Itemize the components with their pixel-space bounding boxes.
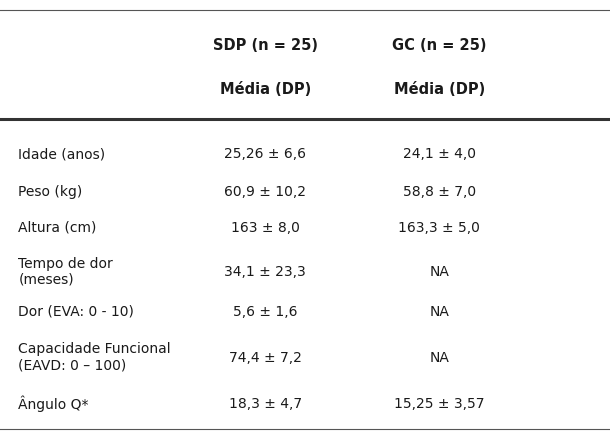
- Text: Dor (EVA: 0 - 10): Dor (EVA: 0 - 10): [18, 304, 134, 318]
- Text: 15,25 ± 3,57: 15,25 ± 3,57: [394, 396, 484, 410]
- Text: NA: NA: [429, 350, 449, 364]
- Text: Idade (anos): Idade (anos): [18, 147, 106, 161]
- Text: Capacidade Funcional
(EAVD: 0 – 100): Capacidade Funcional (EAVD: 0 – 100): [18, 342, 171, 372]
- Text: NA: NA: [429, 264, 449, 278]
- Text: SDP (n = 25): SDP (n = 25): [213, 38, 318, 53]
- Text: 5,6 ± 1,6: 5,6 ± 1,6: [233, 304, 298, 318]
- Text: Média (DP): Média (DP): [393, 82, 485, 96]
- Text: 74,4 ± 7,2: 74,4 ± 7,2: [229, 350, 302, 364]
- Text: 24,1 ± 4,0: 24,1 ± 4,0: [403, 147, 476, 161]
- Text: 60,9 ± 10,2: 60,9 ± 10,2: [224, 185, 306, 199]
- Text: Altura (cm): Altura (cm): [18, 220, 96, 234]
- Text: 163,3 ± 5,0: 163,3 ± 5,0: [398, 220, 480, 234]
- Text: Média (DP): Média (DP): [220, 82, 311, 96]
- Text: Ângulo Q*: Ângulo Q*: [18, 395, 89, 411]
- Text: 34,1 ± 23,3: 34,1 ± 23,3: [224, 264, 306, 278]
- Text: 18,3 ± 4,7: 18,3 ± 4,7: [229, 396, 302, 410]
- Text: Tempo de dor
(meses): Tempo de dor (meses): [18, 256, 113, 286]
- Text: NA: NA: [429, 304, 449, 318]
- Text: 163 ± 8,0: 163 ± 8,0: [231, 220, 300, 234]
- Text: 58,8 ± 7,0: 58,8 ± 7,0: [403, 185, 476, 199]
- Text: GC (n = 25): GC (n = 25): [392, 38, 486, 53]
- Text: Peso (kg): Peso (kg): [18, 185, 82, 199]
- Text: 25,26 ± 6,6: 25,26 ± 6,6: [224, 147, 306, 161]
